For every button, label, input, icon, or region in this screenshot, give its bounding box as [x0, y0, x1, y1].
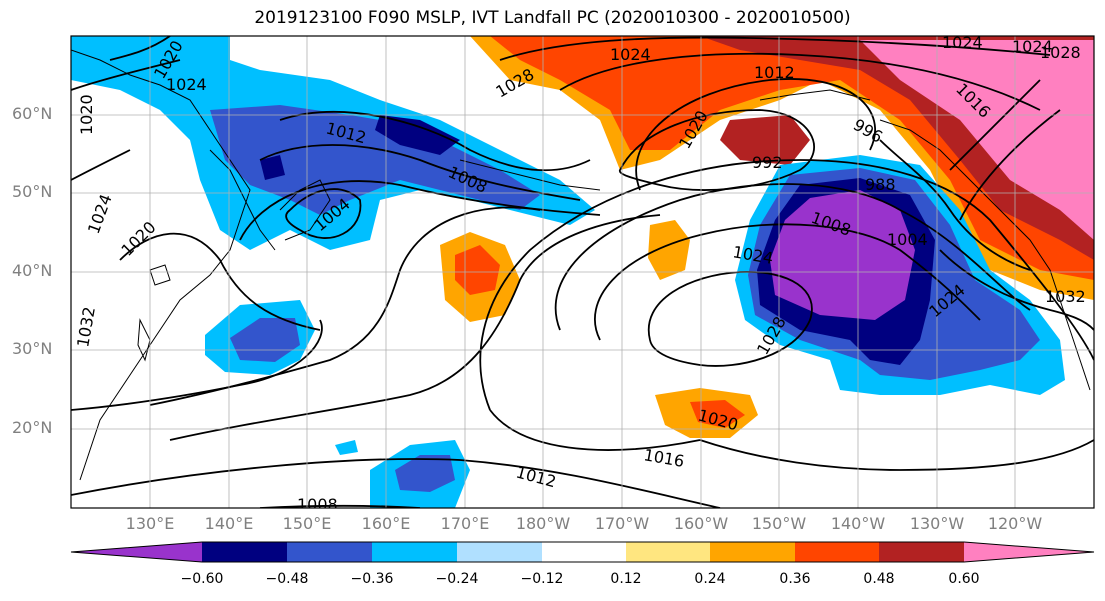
- map-title: 2019123100 F090 MSLP, IVT Landfall PC (2…: [254, 8, 851, 28]
- contour-label: 1032: [1045, 287, 1086, 306]
- colorbar-tick-label: −0.60: [180, 571, 224, 587]
- contour-labels: 1020 1024 1020 1024 1012 1008 1004 1028 …: [73, 33, 1086, 514]
- lat-label: 60°N: [12, 104, 53, 123]
- colorbar-tick-label: −0.24: [435, 571, 479, 587]
- contour-label: 1012: [754, 63, 795, 82]
- colorbar-segment: [626, 542, 710, 562]
- coastlines: [71, 49, 1091, 481]
- contour-label: 1024: [610, 45, 651, 64]
- colorbar-extend-high: [964, 542, 1094, 562]
- colorbar-tick-label: 0.60: [948, 571, 980, 587]
- colorbar-segment: [879, 542, 964, 562]
- lon-label: 140°W: [830, 514, 886, 533]
- lon-label: 170°E: [440, 514, 490, 533]
- contour-label: 1004: [887, 230, 928, 249]
- contour-label: 1020: [77, 94, 96, 135]
- colorbar-segment: [372, 542, 457, 562]
- colorbar-segment: [795, 542, 879, 562]
- colorbar-tick-label: −0.36: [350, 571, 394, 587]
- lat-label: 20°N: [12, 418, 53, 437]
- colorbar-tick-label: −0.48: [265, 571, 309, 587]
- lon-label: 160°W: [673, 514, 729, 533]
- colorbar-tick-label: −0.12: [520, 571, 564, 587]
- contour-label: 992: [752, 153, 783, 172]
- lat-label: 30°N: [12, 339, 53, 358]
- lat-label: 40°N: [12, 261, 53, 280]
- lon-label: 150°E: [282, 514, 332, 533]
- lon-label: 170°W: [594, 514, 650, 533]
- lat-label: 50°N: [12, 182, 53, 201]
- lon-label: 130°E: [125, 514, 175, 533]
- lon-label: 130°W: [909, 514, 965, 533]
- colorbar-tick-label: 0.24: [694, 571, 726, 587]
- colorbar-tick-label: 0.12: [610, 571, 642, 587]
- contour-label: 1024: [1012, 37, 1053, 56]
- lon-label: 180°W: [515, 514, 571, 533]
- lon-label: 150°W: [751, 514, 807, 533]
- colorbar-tick-label: 0.48: [863, 571, 895, 587]
- ivt-positive-fill-north: [470, 36, 1094, 300]
- contour-label: 1008: [297, 495, 338, 514]
- contour-label: 1024: [942, 33, 983, 52]
- contour-label: 1024: [166, 75, 207, 94]
- colorbar-segment: [287, 542, 372, 562]
- contour-label: 988: [865, 175, 896, 194]
- lon-label: 140°E: [204, 514, 254, 533]
- colorbar-segment: [202, 542, 287, 562]
- colorbar-segment: [457, 542, 542, 562]
- colorbar-segment: [542, 542, 626, 562]
- colorbar-tick-label: 0.36: [779, 571, 811, 587]
- colorbar-extend-low: [71, 542, 202, 562]
- contour-label: 1028: [1040, 43, 1081, 62]
- ivt-negative-fill-west: [71, 36, 595, 508]
- lon-label: 160°E: [361, 514, 411, 533]
- lon-label: 120°W: [987, 514, 1043, 533]
- colorbar: [70, 541, 1095, 563]
- ivt-positive-fill-central: [440, 220, 758, 438]
- gridlines: [71, 36, 1094, 508]
- colorbar-segment: [710, 542, 795, 562]
